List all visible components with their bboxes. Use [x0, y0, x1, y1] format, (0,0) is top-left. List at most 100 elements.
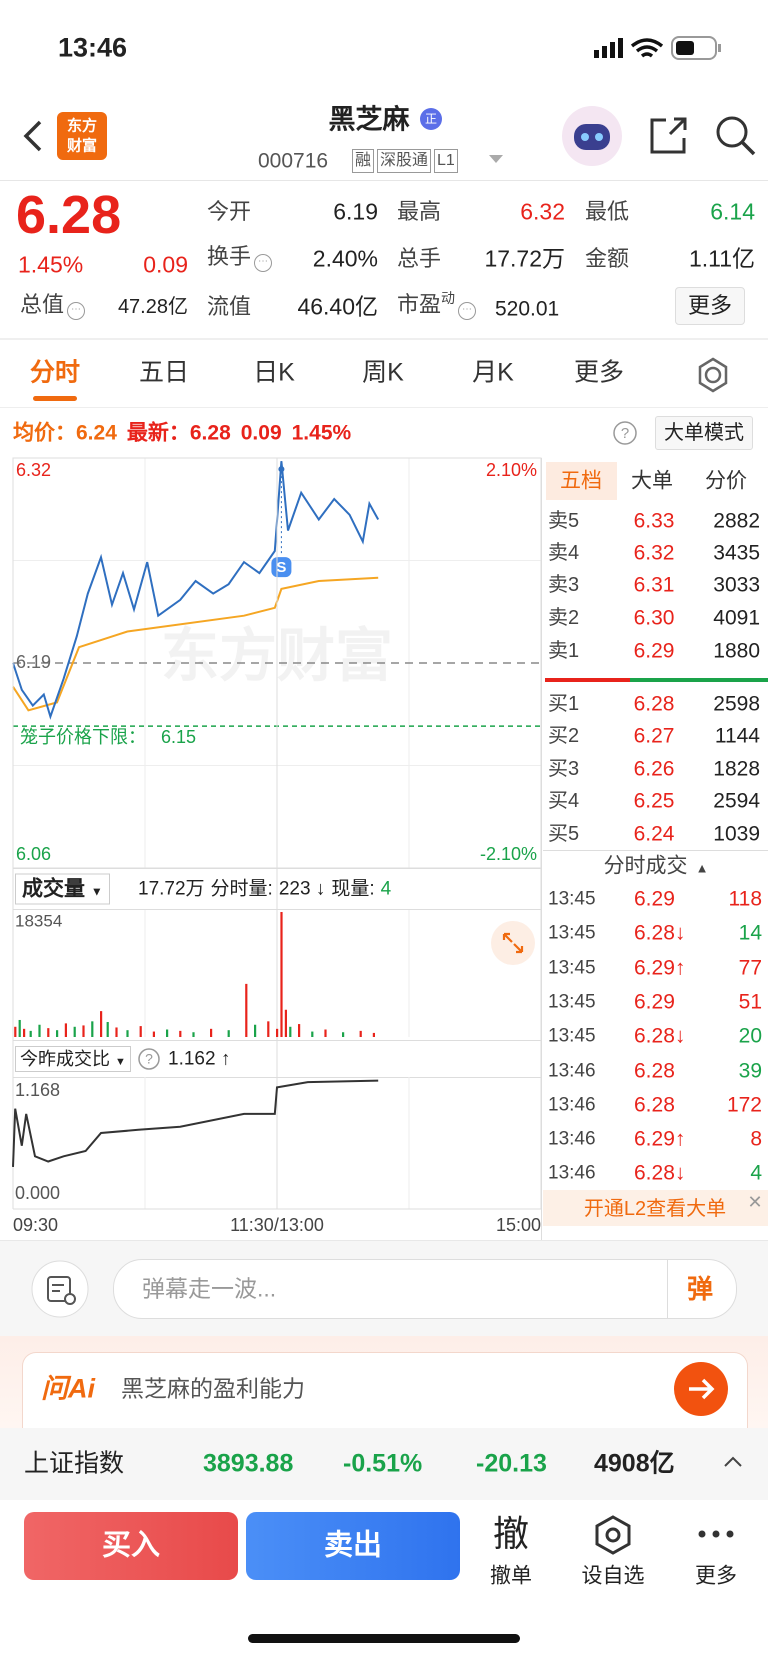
trade-volume: 118	[728, 887, 762, 911]
more-label[interactable]: 更多	[695, 1564, 737, 1588]
orderbook-tab[interactable]: 五档	[560, 469, 602, 493]
field-label: 总值 ⋯	[20, 294, 86, 320]
y-tick-label: 0.000	[15, 1183, 60, 1203]
fs-volume: 223 ↓	[278, 878, 326, 900]
chart-tab[interactable]: 更多	[573, 358, 625, 387]
more-icon[interactable]	[694, 1524, 738, 1544]
chart-tab[interactable]: 分时	[29, 358, 81, 387]
expand-caret[interactable]	[722, 1454, 744, 1470]
logo-text: 东方	[66, 117, 98, 135]
pct-tick-label: -2.10%	[480, 844, 537, 864]
divider	[0, 180, 768, 181]
volume-bar	[324, 1029, 327, 1037]
cancel-icon[interactable]: 撤	[492, 1513, 530, 1554]
volume-bar	[139, 1026, 142, 1037]
trade-price: 6.28	[634, 1093, 675, 1117]
trade-price: 6.28	[634, 1059, 675, 1082]
trade-price: 6.29	[634, 887, 675, 911]
expand-button[interactable]	[490, 920, 536, 966]
fs-label: 分时量:	[210, 878, 273, 900]
y-tick-label: 1.168	[15, 1080, 60, 1100]
tag: L1	[434, 149, 458, 173]
watch-label[interactable]: 设自选	[581, 1564, 645, 1588]
volume-bar	[254, 1024, 257, 1037]
volume-bar	[227, 1030, 230, 1037]
trade-volume: 172	[726, 1093, 762, 1117]
limit-value: 6.15	[161, 727, 196, 747]
marker-dot	[278, 466, 285, 473]
volume-bar	[115, 1027, 118, 1037]
book-volume: 4091	[713, 606, 760, 630]
close-icon[interactable]: ✕	[747, 1192, 763, 1212]
trades-title[interactable]: 分时成交 ▲	[603, 854, 709, 878]
avg-price: 6.24	[76, 421, 117, 445]
last-price: 6.28	[16, 185, 122, 245]
volume-bar	[23, 1028, 26, 1037]
book-volume: 1880	[713, 639, 760, 663]
ai-logo: 问Ai	[41, 1373, 95, 1404]
chart-tab[interactable]: 日K	[253, 358, 295, 387]
volume-dropdown[interactable]: 成交量 ▼	[15, 873, 110, 905]
x-tick-label: 09:30	[13, 1215, 58, 1235]
search-button[interactable]	[714, 114, 758, 158]
trade-time: 13:45	[548, 888, 596, 910]
cancel-label[interactable]: 撤单	[490, 1564, 532, 1588]
volume-bar	[210, 1028, 213, 1037]
chart-tab[interactable]: 月K	[472, 358, 514, 387]
book-label: 买3	[548, 758, 580, 780]
ai-prompt: 黑芝麻的盈利能力	[121, 1375, 305, 1402]
back-button[interactable]	[18, 118, 48, 154]
index-bar[interactable]: 上证指数 3893.88 -0.51% -20.13 4908亿	[0, 1428, 768, 1500]
more-button[interactable]: 更多	[674, 287, 746, 325]
field-label: 金额	[585, 246, 630, 271]
book-price: 6.29	[633, 639, 675, 663]
home-indicator	[248, 1634, 520, 1643]
app-logo: 东方 财富	[57, 112, 107, 160]
chart-tab[interactable]: 五日	[138, 358, 190, 387]
volume-bar	[166, 1029, 169, 1037]
orderbook-tab[interactable]: 分价	[705, 469, 747, 493]
trade-volume: 4	[750, 1161, 762, 1185]
danmu-button[interactable]: 弹	[686, 1274, 714, 1304]
volume-bar	[73, 1026, 76, 1037]
share-button[interactable]	[648, 114, 688, 156]
robot-avatar[interactable]	[560, 104, 624, 168]
svg-text:?: ?	[145, 1051, 153, 1067]
y-tick-label: 18354	[15, 911, 62, 930]
comment-input[interactable]: 弹幕走一波... 弹	[113, 1259, 737, 1319]
ratio-value: 1.162 ↑	[168, 1048, 231, 1070]
volume-bar	[56, 1030, 59, 1037]
l2-banner[interactable]: 开通L2查看大单 ✕	[543, 1190, 768, 1226]
watch-icon[interactable]	[592, 1514, 634, 1556]
caret: ▲	[695, 860, 709, 876]
book-volume: 1144	[714, 724, 760, 748]
sell-button[interactable]: 卖出	[246, 1512, 460, 1580]
field-value: 2.40%	[312, 245, 378, 272]
book-divider	[543, 850, 768, 851]
orderbook-tab[interactable]: 大单	[631, 469, 673, 493]
volume-bar	[280, 912, 283, 1037]
avg-line	[12, 576, 379, 712]
sell-label: 卖出	[323, 1529, 383, 1562]
x-tick-label: 11:30/13:00	[230, 1215, 324, 1235]
mode-button[interactable]: 大单模式	[655, 416, 753, 450]
settings-button[interactable]	[694, 356, 732, 394]
buy-button[interactable]: 买入	[24, 1512, 238, 1580]
latest-pct: 1.45%	[291, 421, 352, 445]
help-icon[interactable]: ?	[612, 420, 638, 446]
price-line	[12, 461, 380, 720]
book-price: 6.27	[633, 724, 675, 748]
volume-total: 17.72万	[138, 878, 205, 900]
comment-placeholder: 弹幕走一波...	[142, 1275, 277, 1302]
dropdown-caret[interactable]	[486, 152, 506, 166]
comment-icon[interactable]	[30, 1259, 90, 1319]
y-tick-label: 6.32	[16, 460, 51, 480]
ai-send[interactable]	[673, 1361, 729, 1417]
info-icon: ⋯	[458, 302, 477, 320]
ratio-dropdown[interactable]: 今昨成交比 ▼	[15, 1046, 131, 1072]
chart-tab[interactable]: 周K	[362, 358, 404, 387]
ai-card[interactable]: 问Ai 黑芝麻的盈利能力	[22, 1352, 748, 1429]
book-price: 6.26	[633, 757, 675, 781]
volume-bar	[342, 1032, 345, 1037]
help-icon[interactable]: ?	[137, 1047, 161, 1071]
